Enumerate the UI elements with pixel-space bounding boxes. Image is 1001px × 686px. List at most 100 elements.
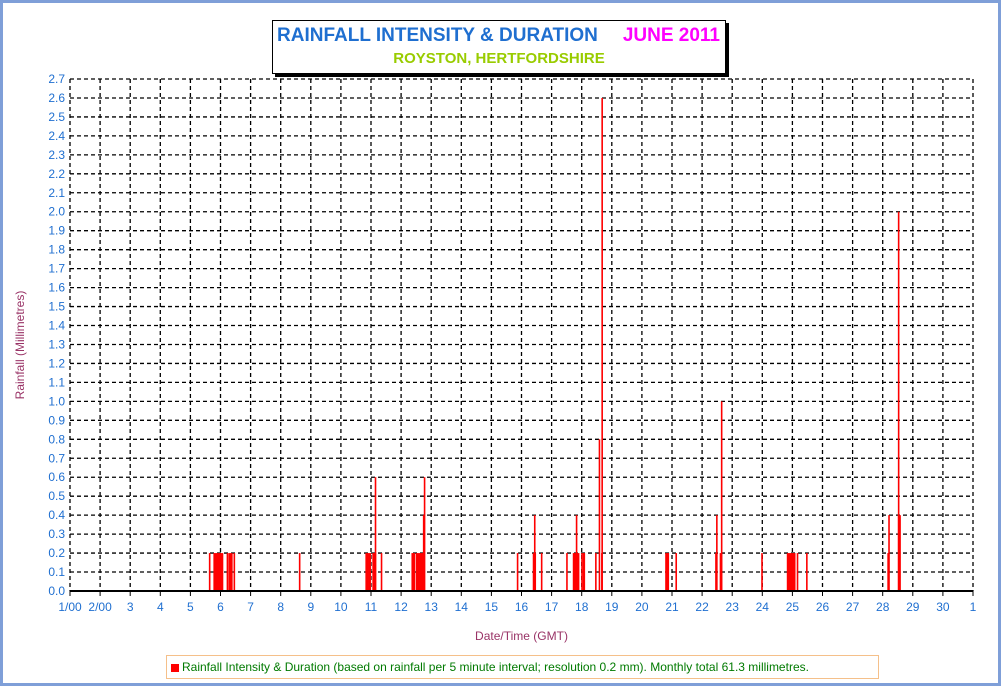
rainfall-bar [601,97,603,592]
rainfall-bar [298,553,301,591]
rainfall-bar [540,553,543,591]
legend-swatch [171,664,179,672]
rainfall-bar [598,439,601,591]
x-tick-label: 21 [665,600,679,614]
x-tick-label: 12 [394,600,408,614]
chart-title-box: RAINFALL INTENSITY & DURATION JUNE 2011 … [272,20,726,74]
x-tick-label: 28 [876,600,890,614]
y-tick-label: 0.2 [48,546,65,560]
x-tick-label: 2/00 [88,600,112,614]
x-tick-label: 25 [786,600,800,614]
chart-title-month: JUNE 2011 [622,25,720,46]
rainfall-bar [806,553,808,591]
rainfall-bar [213,553,224,591]
rainfall-bar [665,553,670,591]
y-tick-label: 2.3 [48,148,65,162]
y-tick-label: 1.6 [48,281,65,295]
rainfall-bar [715,553,717,591]
rainfall-bar [423,477,426,591]
y-tick-label: 1.1 [48,375,65,389]
x-tick-label: 11 [365,600,378,614]
y-tick-label: 0.9 [48,413,65,427]
rainfall-bar [366,553,369,591]
y-tick-label: 2.1 [48,186,65,200]
rainfall-bar [595,553,597,591]
rainfall-bar [422,515,425,591]
rainfall-bar [226,553,229,591]
rainfall-bar [374,477,377,591]
x-tick-label: 19 [605,600,619,614]
y-tick-label: 0.6 [48,470,65,484]
x-tick-label: 17 [545,600,559,614]
y-tick-label: 2.6 [48,91,65,105]
y-tick-label: 2.7 [48,72,65,86]
chart-subtitle: ROYSTON, HERTFORDSHIRE [393,50,605,67]
x-axis-title: Date/Time (GMT) [475,629,568,643]
y-tick-label: 1.0 [48,394,65,408]
x-tick-label: 22 [695,600,709,614]
rainfall-bar [533,515,536,591]
y-tick-label: 0.5 [48,489,65,503]
rainfall-bar [575,515,578,591]
rainfall-bar [411,553,416,591]
rainfall-bar [761,553,763,591]
rainfall-bar [415,553,425,591]
y-tick-label: 1.8 [48,243,65,257]
rainfall-bar [233,553,236,591]
y-tick-label: 1.2 [48,356,65,370]
rainfall-bar [365,553,367,591]
x-tick-label: 20 [635,600,649,614]
y-tick-label: 1.5 [48,300,65,314]
y-axis-title: Rainfall (Millimetres) [13,291,27,400]
x-tick-label: 14 [455,600,469,614]
y-tick-label: 0.8 [48,432,65,446]
rainfall-bar [581,553,583,591]
rainfall-bar [208,553,211,591]
chart-title: RAINFALL INTENSITY & DURATION [277,25,598,46]
y-tick-label: 0.0 [48,584,65,598]
rainfall-bar [887,553,889,591]
x-tick-label: 7 [247,600,254,614]
y-tick-label: 1.4 [48,319,65,333]
rainfall-bar [796,553,799,591]
y-tick-label: 0.4 [48,508,65,522]
x-tick-label: 15 [485,600,499,614]
y-tick-label: 2.4 [48,129,65,143]
x-tick-label: 23 [726,600,740,614]
x-tick-label: 9 [307,600,314,614]
x-tick-label: 1/00 [58,600,82,614]
y-tick-label: 1.3 [48,337,65,351]
rainfall-bar [720,401,723,591]
y-tick-label: 2.5 [48,110,65,124]
x-tick-label: 8 [277,600,284,614]
y-tick-label: 0.3 [48,527,65,541]
x-tick-label: 18 [575,600,589,614]
y-tick-label: 0.7 [48,451,65,465]
x-tick-label: 30 [936,600,950,614]
x-tick-label: 6 [217,600,224,614]
x-tick-label: 29 [906,600,920,614]
rainfall-bar [368,553,372,591]
legend-label: Rainfall Intensity & Duration (based on … [182,660,809,674]
x-tick-label: 16 [515,600,529,614]
rainfall-bar [228,553,233,591]
rainfall-bar [675,553,678,591]
rainfall-bar [582,553,586,591]
y-tick-label: 2.0 [48,205,65,219]
rainfall-bar [786,553,796,591]
x-tick-label: 3 [127,600,134,614]
rainfall-bar [516,553,519,591]
x-tick-label: 10 [334,600,348,614]
x-tick-label: 1 [970,600,977,614]
y-tick-label: 1.7 [48,262,65,276]
y-tick-label: 0.1 [48,565,65,579]
x-tick-label: 5 [187,600,194,614]
rainfall-bar [716,515,718,591]
rainfall-bar [897,211,900,592]
y-tick-label: 1.9 [48,224,65,238]
rainfall-bar [888,515,890,591]
y-tick-label: 2.2 [48,167,65,181]
x-tick-label: 27 [846,600,860,614]
rainfall-bar [566,553,568,591]
chart-legend: Rainfall Intensity & Duration (based on … [166,655,879,679]
